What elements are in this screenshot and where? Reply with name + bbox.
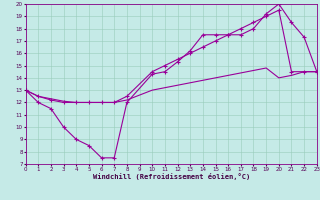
X-axis label: Windchill (Refroidissement éolien,°C): Windchill (Refroidissement éolien,°C) — [92, 173, 250, 180]
